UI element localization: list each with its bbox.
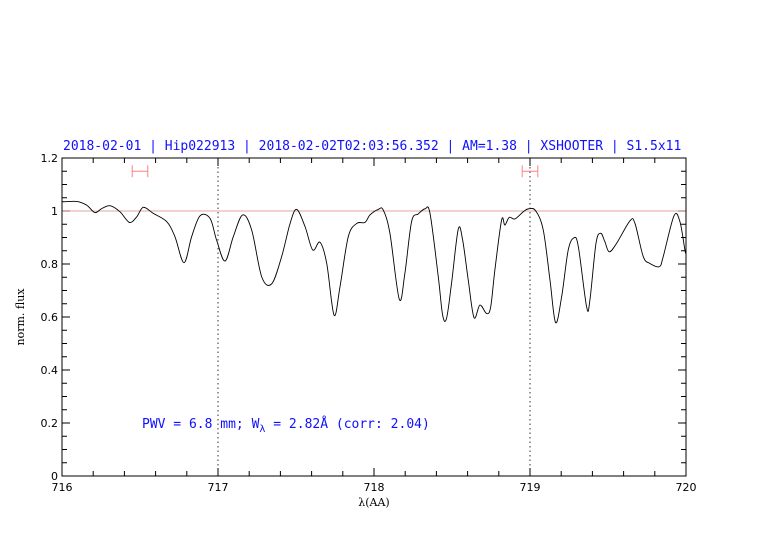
y-tick-label: 1	[51, 205, 58, 218]
chart-title: 2018-02-01 | Hip022913 | 2018-02-02T02:0…	[63, 139, 681, 154]
y-axis-label: norm. flux	[14, 288, 27, 346]
y-tick-label: 0.6	[41, 311, 59, 324]
x-tick-label: 719	[520, 481, 541, 494]
pwv-annotation: PWV = 6.8 mm; Wλ = 2.82Å (corr: 2.04)	[142, 416, 430, 435]
plot-frame	[61, 157, 687, 477]
y-tick-label: 0.8	[41, 258, 59, 271]
spectrum-line	[61, 200, 687, 324]
x-tick-label: 718	[364, 481, 385, 494]
y-tick-label: 0	[51, 470, 58, 483]
y-tick-label: 0.4	[41, 364, 59, 377]
y-tick-label: 0.2	[41, 417, 59, 430]
x-axis-label: λ(AA)	[358, 496, 389, 509]
x-tick-label: 720	[676, 481, 697, 494]
x-tick-label: 717	[208, 481, 229, 494]
y-tick-label: 1.2	[41, 152, 59, 165]
x-tick-label: 716	[52, 481, 73, 494]
